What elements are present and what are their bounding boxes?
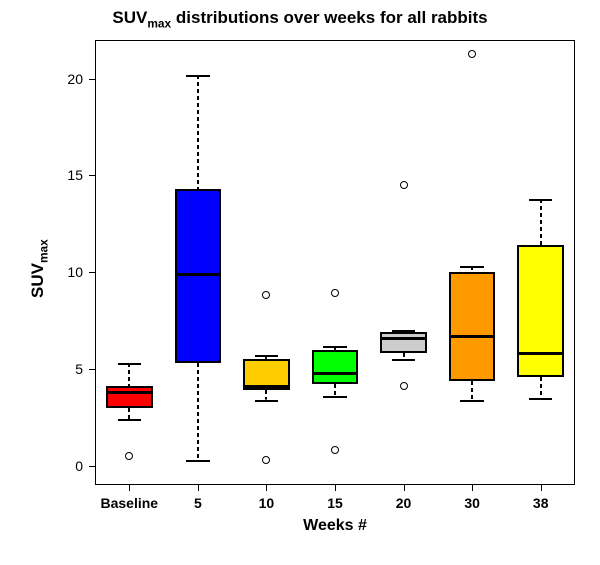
- whisker-line: [196, 75, 200, 189]
- box: [106, 386, 153, 407]
- median-line: [243, 385, 290, 388]
- whisker-line: [539, 199, 543, 245]
- ytick-mark: [89, 272, 95, 273]
- outlier-point: [400, 181, 408, 189]
- whisker-cap: [186, 75, 209, 77]
- outlier-point: [400, 382, 408, 390]
- median-line: [449, 335, 496, 338]
- xtick-label: Baseline: [95, 495, 164, 511]
- whisker-cap: [118, 363, 141, 365]
- ytick-mark: [89, 79, 95, 80]
- xtick-mark: [472, 485, 473, 491]
- median-line: [312, 372, 359, 375]
- xtick-label: 20: [369, 495, 438, 511]
- whisker-line: [264, 390, 268, 400]
- whisker-cap: [323, 346, 346, 348]
- xtick-mark: [266, 485, 267, 491]
- median-line: [380, 337, 427, 340]
- outlier-point: [125, 452, 133, 460]
- ytick-label: 15: [0, 167, 83, 183]
- xtick-label: 15: [301, 495, 370, 511]
- whisker-line: [196, 363, 200, 460]
- xtick-mark: [541, 485, 542, 491]
- xtick-mark: [404, 485, 405, 491]
- whisker-cap: [392, 359, 415, 361]
- y-axis-label: SUVmax: [28, 239, 50, 298]
- xtick-label: 38: [506, 495, 575, 511]
- whisker-cap: [323, 396, 346, 398]
- whisker-cap: [460, 400, 483, 402]
- ytick-mark: [89, 175, 95, 176]
- outlier-point: [331, 446, 339, 454]
- suvmax-boxplot: SUVmax distributions over weeks for all …: [0, 0, 600, 565]
- median-line: [106, 391, 153, 394]
- outlier-point: [468, 50, 476, 58]
- box: [380, 332, 427, 353]
- whisker-line: [539, 377, 543, 398]
- box: [517, 245, 564, 377]
- ytick-mark: [89, 369, 95, 370]
- median-line: [175, 273, 222, 276]
- chart-title: SUVmax distributions over weeks for all …: [0, 8, 600, 30]
- ytick-label: 20: [0, 71, 83, 87]
- whisker-cap: [186, 460, 209, 462]
- xtick-label: 10: [232, 495, 301, 511]
- whisker-line: [333, 384, 337, 396]
- whisker-line: [470, 381, 474, 400]
- ytick-label: 5: [0, 361, 83, 377]
- outlier-point: [331, 289, 339, 297]
- xtick-label: 30: [438, 495, 507, 511]
- whisker-cap: [118, 419, 141, 421]
- xtick-mark: [198, 485, 199, 491]
- xtick-mark: [129, 485, 130, 491]
- plot-area: [95, 40, 575, 485]
- outlier-point: [262, 456, 270, 464]
- whisker-cap: [460, 266, 483, 268]
- ytick-label: 0: [0, 458, 83, 474]
- whisker-line: [127, 363, 131, 386]
- whisker-cap: [255, 355, 278, 357]
- xtick-mark: [335, 485, 336, 491]
- outlier-point: [262, 291, 270, 299]
- whisker-cap: [529, 398, 552, 400]
- box: [312, 350, 359, 385]
- whisker-cap: [529, 199, 552, 201]
- median-line: [517, 352, 564, 355]
- x-axis-label: Weeks #: [95, 517, 575, 535]
- xtick-label: 5: [164, 495, 233, 511]
- ytick-mark: [89, 466, 95, 467]
- whisker-cap: [255, 400, 278, 402]
- box: [449, 272, 496, 380]
- whisker-line: [127, 408, 131, 420]
